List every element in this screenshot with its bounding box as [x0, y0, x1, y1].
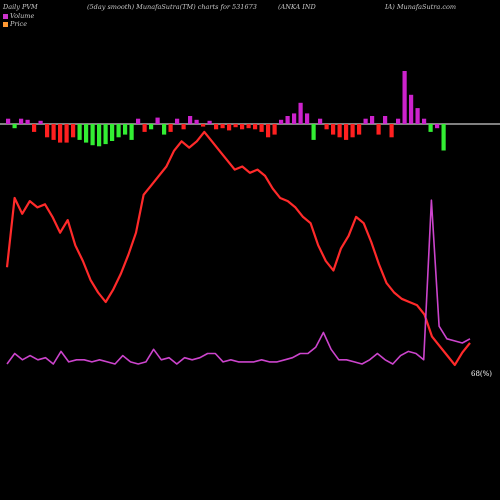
volume-bar — [194, 119, 199, 124]
volume-bar — [201, 124, 206, 127]
volume-bar — [396, 118, 401, 124]
volume-bar — [77, 124, 82, 140]
volume-bar — [45, 124, 50, 138]
volume-bar — [383, 116, 388, 124]
volume-bar — [279, 119, 284, 124]
price-swatch — [3, 21, 8, 27]
price-line — [5, 130, 471, 366]
volume-bar — [103, 124, 108, 145]
volume-bar — [350, 124, 355, 138]
volume-bar — [188, 116, 193, 124]
volume-bar — [337, 124, 342, 138]
volume-bar — [428, 124, 433, 132]
legend-price-label: Price — [10, 20, 28, 28]
header-left: Daily PVM — [3, 3, 38, 11]
volume-bar — [58, 124, 63, 143]
volume-bar — [123, 124, 128, 135]
volume-bar — [409, 94, 414, 124]
volume-bar — [12, 124, 17, 129]
end-label: 68(%) — [471, 370, 492, 378]
volume-bar — [441, 124, 446, 151]
volume-bar — [220, 124, 225, 129]
volume-bar — [357, 124, 362, 135]
legend-price: Price — [3, 20, 27, 28]
volume-bar — [71, 124, 76, 138]
volume-bar — [363, 118, 368, 124]
volume-bar — [97, 124, 102, 147]
volume-bar — [116, 124, 121, 138]
volume-bar — [305, 113, 310, 124]
volume-bar — [155, 117, 160, 124]
volume-bar — [175, 118, 180, 124]
volume-bar — [181, 124, 186, 130]
volume-bar — [110, 124, 115, 141]
volume-bar — [162, 124, 167, 135]
volume-bar — [253, 124, 258, 130]
volume-bar — [246, 124, 251, 129]
volume-bar — [311, 124, 316, 140]
volume-bar — [214, 124, 219, 130]
volume-bar — [402, 71, 407, 124]
volume-bar — [64, 124, 69, 143]
volume-bar — [227, 124, 232, 131]
volume-bar — [129, 124, 134, 140]
volume-bar — [435, 124, 440, 129]
volume-bar — [344, 124, 349, 140]
volume-bar — [32, 124, 37, 132]
volume-bar — [240, 124, 245, 130]
volume-bar — [51, 124, 56, 140]
volume-bar — [6, 118, 11, 124]
volume-bar — [233, 124, 238, 128]
volume-bar — [370, 116, 375, 124]
volume-bar — [266, 124, 271, 138]
header-center: (5day smooth) MunafaSutra(TM) charts for… — [87, 3, 257, 11]
volume-bar — [422, 118, 427, 124]
volume-bar — [168, 124, 173, 132]
volume-bar — [376, 124, 381, 135]
volume-bar — [272, 124, 277, 135]
volume-bar — [331, 124, 336, 135]
volume-bar — [298, 102, 303, 124]
legend-volume: Volume — [3, 12, 34, 20]
volume-bar — [19, 118, 24, 124]
volume-bar — [90, 124, 95, 146]
volume-bar — [389, 124, 394, 138]
volume-bar — [25, 119, 30, 124]
volume-bar — [149, 124, 154, 130]
volume-line — [6, 199, 471, 365]
volume-bar — [324, 124, 329, 130]
volume-bar — [285, 116, 290, 124]
volume-swatch — [3, 13, 8, 19]
volume-bar — [318, 118, 323, 124]
header-right-1: (ANKA IND — [278, 3, 316, 11]
volume-bar — [415, 108, 420, 124]
volume-bar — [136, 118, 141, 124]
header-right-2: IA) MunafaSutra.com — [385, 3, 457, 11]
volume-bar — [142, 124, 147, 132]
volume-bar — [207, 120, 212, 124]
volume-bar — [84, 124, 89, 143]
volume-bars — [6, 71, 446, 151]
volume-bar — [259, 124, 264, 132]
legend-volume-label: Volume — [10, 12, 35, 20]
volume-bar — [292, 113, 297, 124]
volume-bar — [38, 120, 43, 124]
